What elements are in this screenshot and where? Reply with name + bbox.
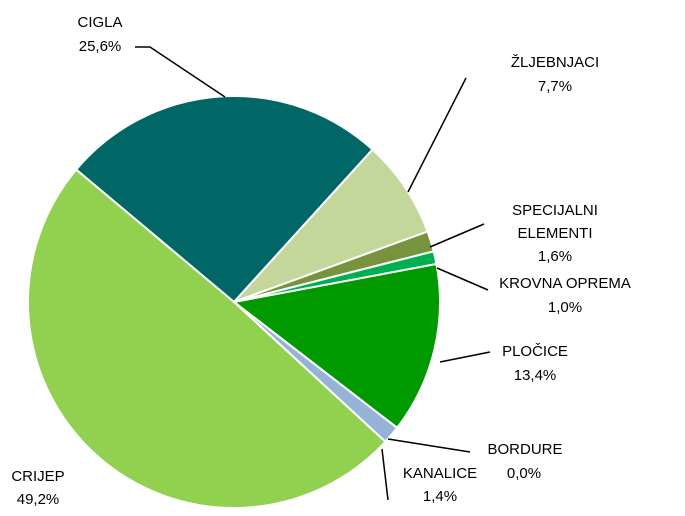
pie-slice	[27, 168, 387, 509]
slice-label: SPECIJALNI ELEMENTI	[512, 202, 598, 242]
leader-line	[135, 46, 226, 98]
leader-line	[429, 223, 485, 248]
leader-line	[381, 448, 389, 501]
slice-label: PLOČICE	[502, 343, 568, 360]
slice-value-label: 7,7%	[537, 78, 573, 95]
pie-slice	[231, 262, 441, 430]
slice-label: KROVNA OPREMA	[499, 275, 631, 292]
pie-slice	[233, 148, 429, 303]
slice-label: KANALICE	[402, 465, 478, 482]
leader-line	[387, 438, 471, 453]
slice-value-label: 1,6%	[537, 248, 573, 265]
slice-value-label: 49,2%	[16, 491, 60, 508]
pie-slice	[74, 95, 374, 304]
slice-label: ŽLJEBNJACI	[510, 54, 600, 71]
slice-value-label: 0,0%	[506, 465, 542, 482]
leader-line	[407, 77, 467, 193]
slice-label: CRIJEP	[11, 468, 65, 485]
leader-line	[439, 351, 491, 363]
slice-value-label: 1,0%	[547, 299, 583, 316]
slice-label: BORDURE	[487, 441, 563, 458]
slice-value-label: 1,4%	[422, 488, 458, 505]
slice-label: CIGLA	[77, 14, 123, 31]
slice-value-label: 13,4%	[513, 367, 557, 384]
slice-value-label: 25,6%	[78, 38, 122, 55]
leader-line	[436, 267, 489, 291]
